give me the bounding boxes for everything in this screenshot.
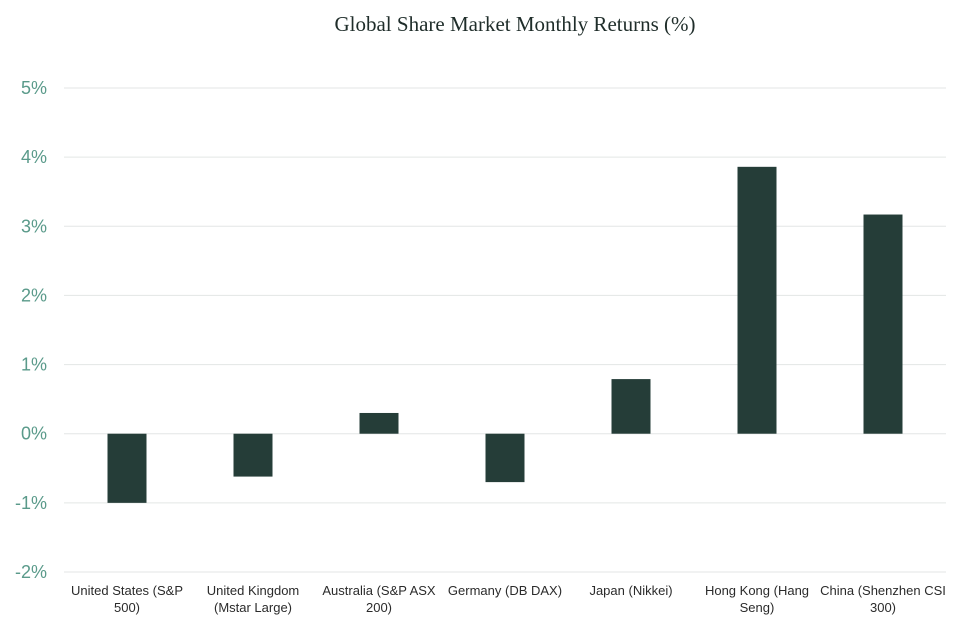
x-tick-label: United Kingdom (Mstar Large) <box>207 583 300 615</box>
y-tick-label: 1% <box>21 355 47 375</box>
y-tick-label: 5% <box>21 78 47 98</box>
y-tick-label: 2% <box>21 285 47 305</box>
x-axis-ticks: United States (S&P 500) United Kingdom (Mst… <box>71 583 946 615</box>
y-axis-ticks: 5% 4% 3% 2% 1% 0% -1% -2% <box>15 78 47 582</box>
y-tick-label: 3% <box>21 216 47 236</box>
bar <box>611 379 651 434</box>
chart-title: Global Share Market Monthly Returns (%) <box>334 12 696 36</box>
x-tick-label: Hong Kong (Hang Seng) <box>705 583 809 615</box>
y-tick-label: 4% <box>21 147 47 167</box>
y-tick-label: 0% <box>21 424 47 444</box>
x-tick-label: Germany (DB DAX) <box>448 583 562 598</box>
bar <box>359 412 399 434</box>
gridlines <box>64 87 946 573</box>
y-tick-label: -2% <box>15 562 47 582</box>
x-tick-label: China (Shenzhen CSI 300) <box>820 583 946 615</box>
y-tick-label: -1% <box>15 493 47 513</box>
bar <box>737 166 777 434</box>
x-tick-label: Australia (S&P ASX 200) <box>322 583 436 615</box>
bar <box>863 214 903 434</box>
x-tick-label: Japan (Nikkei) <box>589 583 672 598</box>
bar <box>485 433 525 483</box>
bars <box>107 166 903 503</box>
bar <box>107 433 147 503</box>
x-tick-label: United States (S&P 500) <box>71 583 183 615</box>
bar <box>233 433 273 477</box>
